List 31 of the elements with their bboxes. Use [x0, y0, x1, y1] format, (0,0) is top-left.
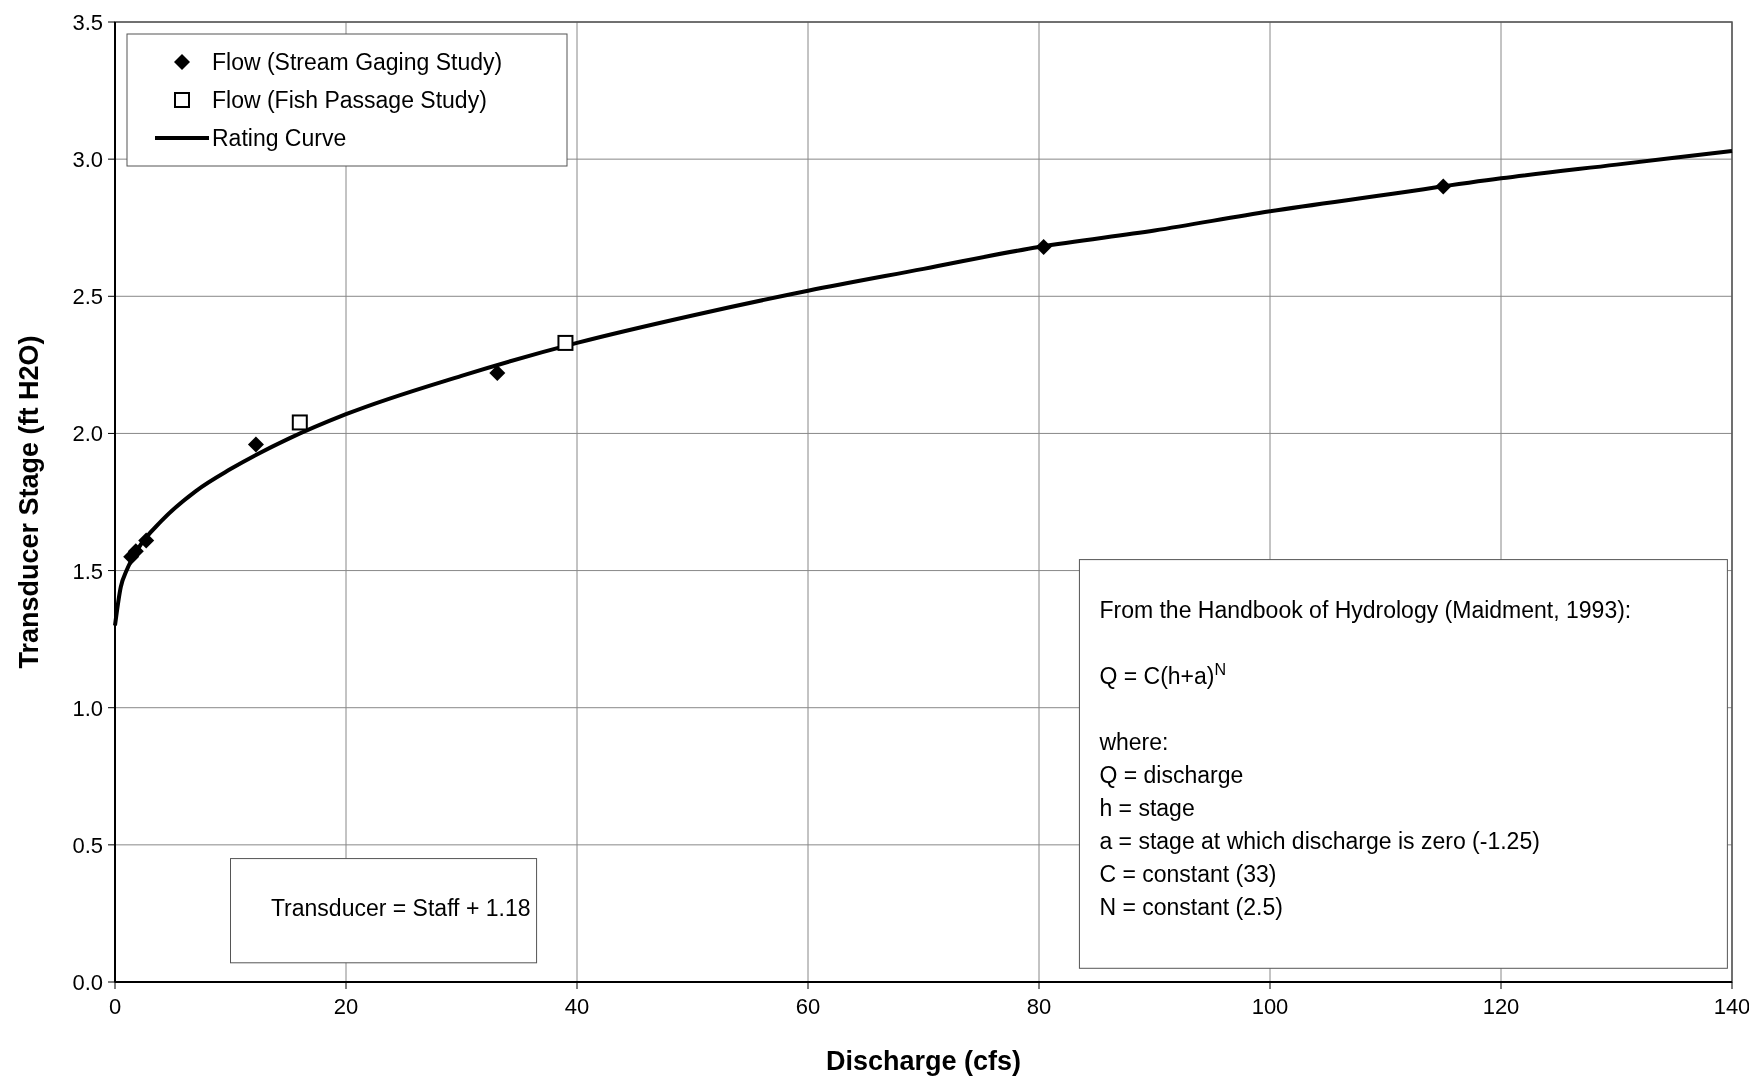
y-tick-label: 1.0 [72, 695, 103, 721]
point [1035, 238, 1052, 255]
point [291, 414, 308, 431]
legend-label: Rating Curve [212, 125, 347, 151]
y-tick-label: 1.5 [72, 558, 103, 584]
point [557, 334, 574, 351]
point [1435, 178, 1452, 195]
legend-label: Flow (Fish Passage Study) [212, 87, 487, 113]
annotation: Transducer = Staff + 1.18 [270, 895, 531, 922]
x-tick-label: 20 [333, 994, 359, 1019]
legend-label: Flow (Stream Gaging Study) [212, 49, 503, 75]
y-tick-label: 0.0 [72, 970, 103, 995]
x-tick-label: 60 [795, 994, 821, 1019]
y-axis-title: Transducer Stage (ft H2O) [14, 335, 44, 669]
note-box: Transducer = Staff + 1.18 [230, 858, 538, 964]
x-tick-label: 40 [564, 994, 590, 1019]
y-tick-label: 3.5 [72, 10, 103, 35]
x-tick-label: 80 [1026, 994, 1052, 1019]
note-box: From the Handbook of Hydrology (Maidment, 1993): Q = C(h+a)$^{N}$ where: Q = discharge h = stage a = stage at which discharge is zero (-1.25) C = constant (33) N = constant (2.5) [1078, 559, 1728, 969]
y-tick-label: 0.5 [72, 832, 103, 858]
point [138, 532, 155, 549]
x-tick-label: 120 [1482, 994, 1520, 1019]
y-tick-label: 2.5 [72, 284, 103, 310]
x-tick-label: 0 [108, 994, 122, 1019]
x-tick-label: 140 [1713, 994, 1751, 1019]
x-axis-title: Discharge (cfs) [825, 1046, 1022, 1076]
y-tick-label: 3.0 [72, 147, 103, 173]
y-tick-label: 2.0 [72, 421, 103, 447]
x-tick-label: 100 [1251, 994, 1289, 1019]
point [489, 365, 506, 382]
point [247, 436, 264, 453]
